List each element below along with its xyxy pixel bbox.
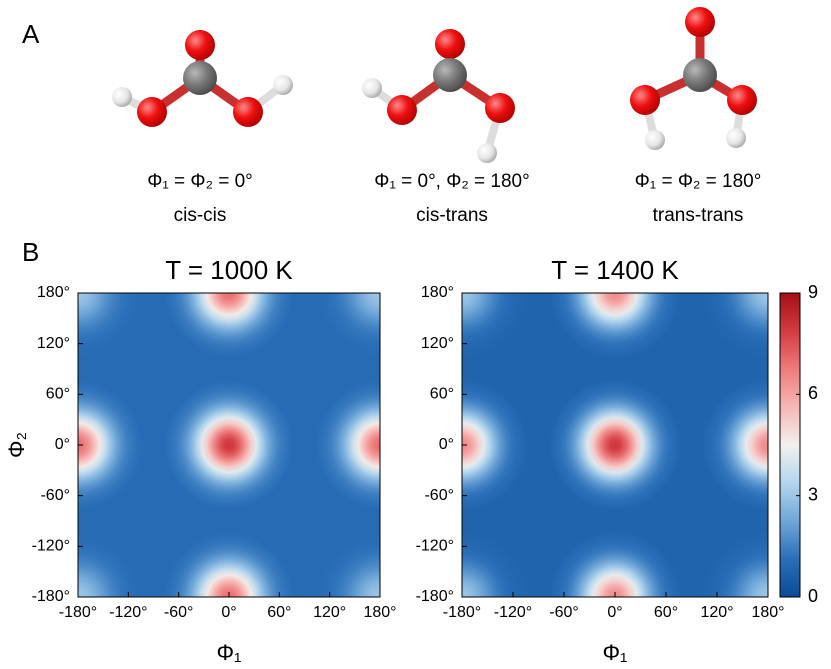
x-tick-label: 120° bbox=[700, 604, 733, 621]
y-tick-label: -60° bbox=[424, 487, 454, 504]
x-axis-label: Φ₁ bbox=[603, 640, 628, 665]
y-tick-label: 0° bbox=[55, 436, 70, 453]
y-tick-label: -180° bbox=[32, 588, 70, 605]
oxygen-atom bbox=[630, 85, 660, 115]
chart-title: T = 1000 K bbox=[165, 255, 293, 285]
chart-title: T = 1400 K bbox=[551, 255, 679, 285]
density-peak bbox=[549, 379, 682, 512]
oxygen-atom bbox=[387, 95, 417, 125]
molecules bbox=[112, 7, 757, 163]
x-tick-label: 120° bbox=[313, 604, 346, 621]
molecule-angles: Φ₁ = Φ₂ = 0° bbox=[147, 171, 253, 192]
x-tick-label: -60° bbox=[164, 604, 194, 621]
oxygen-atom bbox=[485, 93, 515, 123]
oxygen-atom bbox=[137, 97, 167, 127]
x-tick-label: -180° bbox=[59, 604, 97, 621]
molecule-name: trans-trans bbox=[653, 205, 744, 226]
carbon-atom bbox=[683, 58, 717, 92]
hydrogen-atom bbox=[726, 128, 746, 148]
oxygen-atom bbox=[185, 30, 215, 60]
density-peak bbox=[164, 380, 295, 511]
colorbar bbox=[780, 293, 800, 597]
x-tick-label: -60° bbox=[549, 604, 579, 621]
x-tick-label: 180° bbox=[363, 604, 396, 621]
oxygen-atom bbox=[233, 97, 263, 127]
y-tick-label: -120° bbox=[416, 538, 454, 555]
oxygen-atom bbox=[435, 29, 465, 59]
y-tick-label: -120° bbox=[32, 538, 70, 555]
oxygen-atom bbox=[727, 85, 757, 115]
y-axis-label: Φ₂ bbox=[4, 432, 29, 458]
y-tick-label: 60° bbox=[430, 386, 454, 403]
x-tick-label: -120° bbox=[109, 604, 147, 621]
y-tick-label: 180° bbox=[421, 284, 454, 301]
carbon-atom bbox=[183, 61, 217, 95]
x-tick-label: 60° bbox=[654, 604, 678, 621]
heatmap bbox=[396, 227, 831, 664]
molecule-name: cis-trans bbox=[416, 205, 488, 226]
x-tick-label: 0° bbox=[607, 604, 622, 621]
colorbar-tick-label: 3 bbox=[808, 484, 818, 504]
carbon-atom bbox=[433, 58, 467, 92]
panel-label: A bbox=[22, 19, 40, 49]
colorbar-tick-label: 6 bbox=[808, 383, 818, 403]
hydrogen-atom bbox=[645, 130, 665, 150]
y-tick-label: 0° bbox=[439, 436, 454, 453]
molecule-angles: Φ₁ = Φ₂ = 180° bbox=[635, 171, 762, 192]
y-tick-label: 120° bbox=[37, 335, 70, 352]
x-tick-label: -180° bbox=[443, 604, 481, 621]
x-axis-label: Φ₁ bbox=[217, 640, 242, 665]
oxygen-atom bbox=[685, 7, 715, 37]
panel-label: B bbox=[22, 237, 39, 267]
hydrogen-atom bbox=[273, 75, 293, 95]
x-tick-label: 60° bbox=[267, 604, 291, 621]
molecule-angles: Φ₁ = 0°, Φ₂ = 180° bbox=[374, 171, 529, 192]
y-tick-label: -60° bbox=[40, 487, 70, 504]
hydrogen-atom bbox=[477, 143, 497, 163]
molecule-name: cis-cis bbox=[174, 205, 227, 226]
hydrogen-atom bbox=[112, 87, 132, 107]
hydrogen-atom bbox=[362, 78, 382, 98]
x-tick-label: 0° bbox=[221, 604, 236, 621]
colorbar-tick-label: 9 bbox=[808, 282, 818, 302]
x-tick-label: -120° bbox=[494, 604, 532, 621]
colorbar-tick-label: 0 bbox=[808, 586, 818, 606]
figure: A B Φ₁ = Φ₂ = 0° cis-cis Φ₁ = 0°, Φ₂ = 1… bbox=[0, 0, 831, 669]
y-tick-label: 60° bbox=[46, 386, 70, 403]
y-tick-label: -180° bbox=[416, 588, 454, 605]
y-tick-label: 180° bbox=[37, 284, 70, 301]
x-tick-label: 180° bbox=[751, 604, 784, 621]
y-tick-label: 120° bbox=[421, 335, 454, 352]
